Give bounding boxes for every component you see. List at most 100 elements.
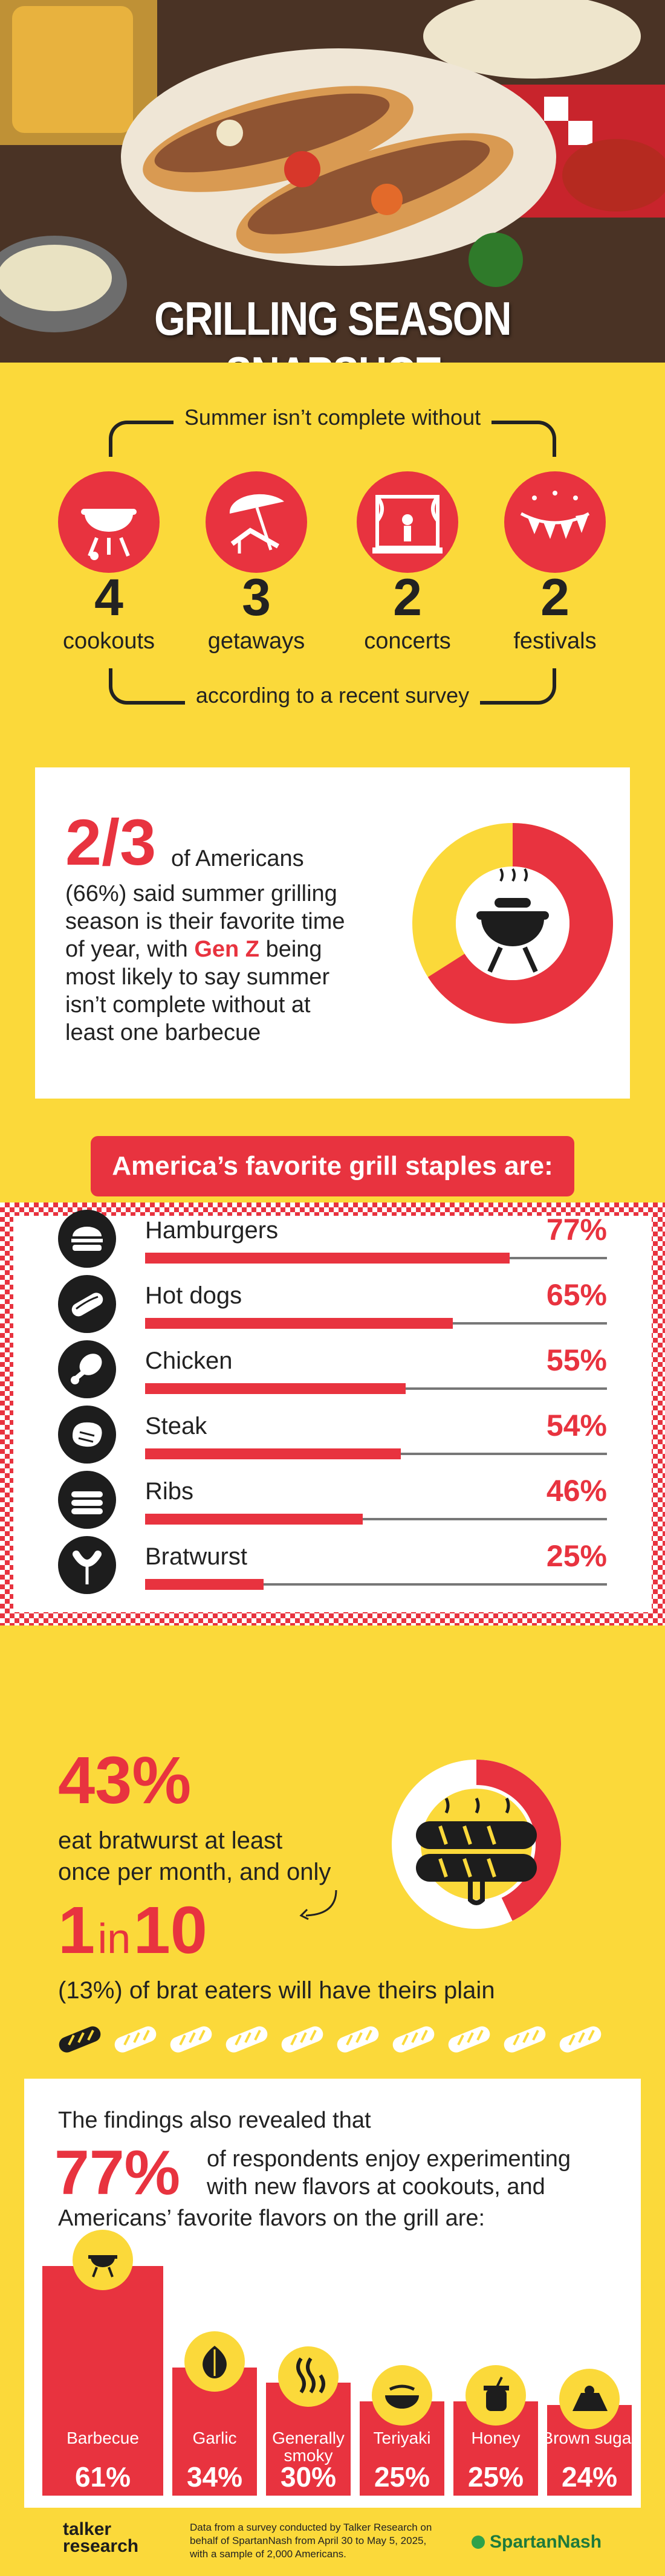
staple-bar xyxy=(145,1514,363,1525)
staple-label: Steak xyxy=(145,1413,207,1439)
summer-needs-section: Summer isn’t complete without 4 3 2 2 co… xyxy=(0,363,665,737)
flavor-percent: 34% xyxy=(186,2461,243,2493)
cookouts-number: 4 xyxy=(94,569,123,627)
staple-bar xyxy=(145,1383,406,1394)
festivals-number: 2 xyxy=(540,569,569,627)
stat-text-5: most likely to say summer xyxy=(65,964,330,990)
plain-bratwurst-icon xyxy=(59,2026,101,2053)
flavors-stat: 77% xyxy=(54,2138,181,2208)
ratio-in: in xyxy=(97,1915,131,1962)
staple-percent: 55% xyxy=(546,1343,607,1377)
smoke-icon xyxy=(278,2346,339,2407)
bratwurst-text-1: eat bratwurst at least xyxy=(58,1827,283,1854)
bratwurst-icon xyxy=(58,1536,116,1594)
topped-bratwurst-icon xyxy=(337,2026,379,2053)
intro-footer: according to a recent survey xyxy=(184,683,481,708)
staples-panel xyxy=(13,1216,652,1612)
staple-label: Bratwurst xyxy=(145,1543,247,1570)
festivals-label: festivals xyxy=(513,628,597,654)
staple-bar xyxy=(145,1318,453,1329)
flavors-text: of respondents enjoy experimenting with … xyxy=(207,2145,571,2201)
topped-bratwurst-icon xyxy=(281,2026,323,2053)
favorite-season-card: 2/3 of Americans (66%) said summer grill… xyxy=(35,767,630,1099)
topped-bratwurst-icon xyxy=(225,2026,268,2053)
curved-arrow-icon xyxy=(299,1890,337,1920)
staple-track xyxy=(145,1518,607,1520)
flavor-percent: 61% xyxy=(74,2461,131,2493)
staple-bar xyxy=(145,1448,401,1459)
garlic-icon xyxy=(184,2331,245,2392)
flavors-text-4: Americans’ favorite flavors on the grill… xyxy=(58,2206,485,2231)
staple-label: Hamburgers xyxy=(145,1217,279,1244)
ratio-b: 10 xyxy=(133,1893,207,1968)
bratwurst-section: 43% eat bratwurst at least once per mont… xyxy=(0,1698,665,2073)
one-in-ten-stat: 1 in 10 xyxy=(58,1897,207,1964)
staple-percent: 25% xyxy=(546,1539,607,1573)
stat-text-7: least one barbecue xyxy=(65,1020,261,1045)
hot-dog-icon xyxy=(58,1275,116,1333)
ribs-icon xyxy=(58,1471,116,1529)
stat-text-3: season is their favorite time xyxy=(65,909,345,934)
flavor-percent: 30% xyxy=(280,2461,337,2493)
flavor-label: Barbecue xyxy=(66,2429,139,2447)
talker-research-logo: talker research xyxy=(63,2519,139,2556)
bratwurst-text: eat bratwurst at least once per month, a… xyxy=(58,1825,331,1888)
staple-bar xyxy=(145,1253,510,1264)
flavor-label: Garlic xyxy=(192,2429,237,2447)
footer: talker research Data from a survey condu… xyxy=(0,2508,665,2576)
topped-bratwurst-icon xyxy=(448,2026,490,2053)
ratio-a: 1 xyxy=(58,1893,96,1968)
teriyaki-bowl-icon xyxy=(372,2365,432,2426)
staple-percent: 46% xyxy=(546,1474,607,1508)
topped-bratwurst-icon xyxy=(392,2026,435,2053)
flavor-label: Teriyaki xyxy=(373,2429,431,2447)
intro-header: Summer isn’t complete without xyxy=(173,405,492,430)
gen-z-highlight: Gen Z xyxy=(194,937,260,962)
staple-percent: 77% xyxy=(546,1213,607,1247)
festival-bunting-icon xyxy=(504,471,606,573)
getaways-number: 3 xyxy=(242,569,271,627)
topped-bratwurst-icon xyxy=(170,2026,212,2053)
steak-icon xyxy=(58,1406,116,1464)
concerts-label: concerts xyxy=(364,628,451,654)
bratwurst-stat: 43% xyxy=(58,1743,192,1818)
topped-bratwurst-icon xyxy=(114,2026,157,2053)
staples-banner: America’s favorite grill staples are: xyxy=(91,1136,574,1196)
grill-icon xyxy=(73,2230,133,2290)
flavor-label: Generally smoky xyxy=(272,2429,345,2465)
flavors-text-2: of respondents enjoy experimenting xyxy=(207,2146,571,2172)
stat-text-1: of Americans xyxy=(171,846,304,871)
grill-staples-section: America’s favorite grill staples are: xyxy=(0,1136,665,1698)
getaways-label: getaways xyxy=(207,628,305,654)
flavor-bar xyxy=(42,2266,163,2496)
favorite-season-donut xyxy=(412,823,613,1024)
bratwurst-text-3: (13%) of brat eaters will have theirs pl… xyxy=(58,1977,495,2004)
burger-icon xyxy=(58,1210,116,1268)
staple-label: Chicken xyxy=(145,1348,233,1374)
hero-photo: GRILLING SEASON SNAPSHOT xyxy=(0,0,665,363)
flavors-text-3: with new flavors at cookouts, and xyxy=(207,2174,545,2200)
flavor-percent: 25% xyxy=(374,2461,430,2493)
stage-icon xyxy=(357,471,458,573)
spartannash-mark-icon xyxy=(472,2536,485,2549)
brown-sugar-icon xyxy=(559,2369,620,2429)
stat-text-4: of year, with Gen Z being xyxy=(65,937,322,962)
staple-label: Hot dogs xyxy=(145,1282,242,1309)
stat-text-6: isn’t complete without at xyxy=(65,992,311,1018)
topped-bratwurst-icon xyxy=(559,2026,602,2053)
staple-percent: 54% xyxy=(546,1409,607,1442)
flavor-label: Brown sugar xyxy=(542,2429,637,2447)
bratwurst-icon-row xyxy=(54,2023,611,2059)
staple-bar xyxy=(145,1579,264,1590)
concerts-number: 2 xyxy=(393,569,422,627)
flavor-label: Honey xyxy=(471,2429,521,2447)
beach-chair-icon xyxy=(206,471,307,573)
stat-paragraph: (66%) said summer grilling season is the… xyxy=(65,880,404,1047)
two-thirds-stat: 2/3 xyxy=(65,805,157,879)
survey-note: Data from a survey conducted by Talker R… xyxy=(190,2522,432,2560)
flavor-percent: 24% xyxy=(561,2461,618,2493)
stat-text-2: (66%) said summer grilling xyxy=(65,881,337,906)
flavor-percent: 25% xyxy=(467,2461,524,2493)
page-title: GRILLING SEASON SNAPSHOT xyxy=(154,292,511,363)
flavors-text-1: The findings also revealed that xyxy=(58,2108,371,2133)
